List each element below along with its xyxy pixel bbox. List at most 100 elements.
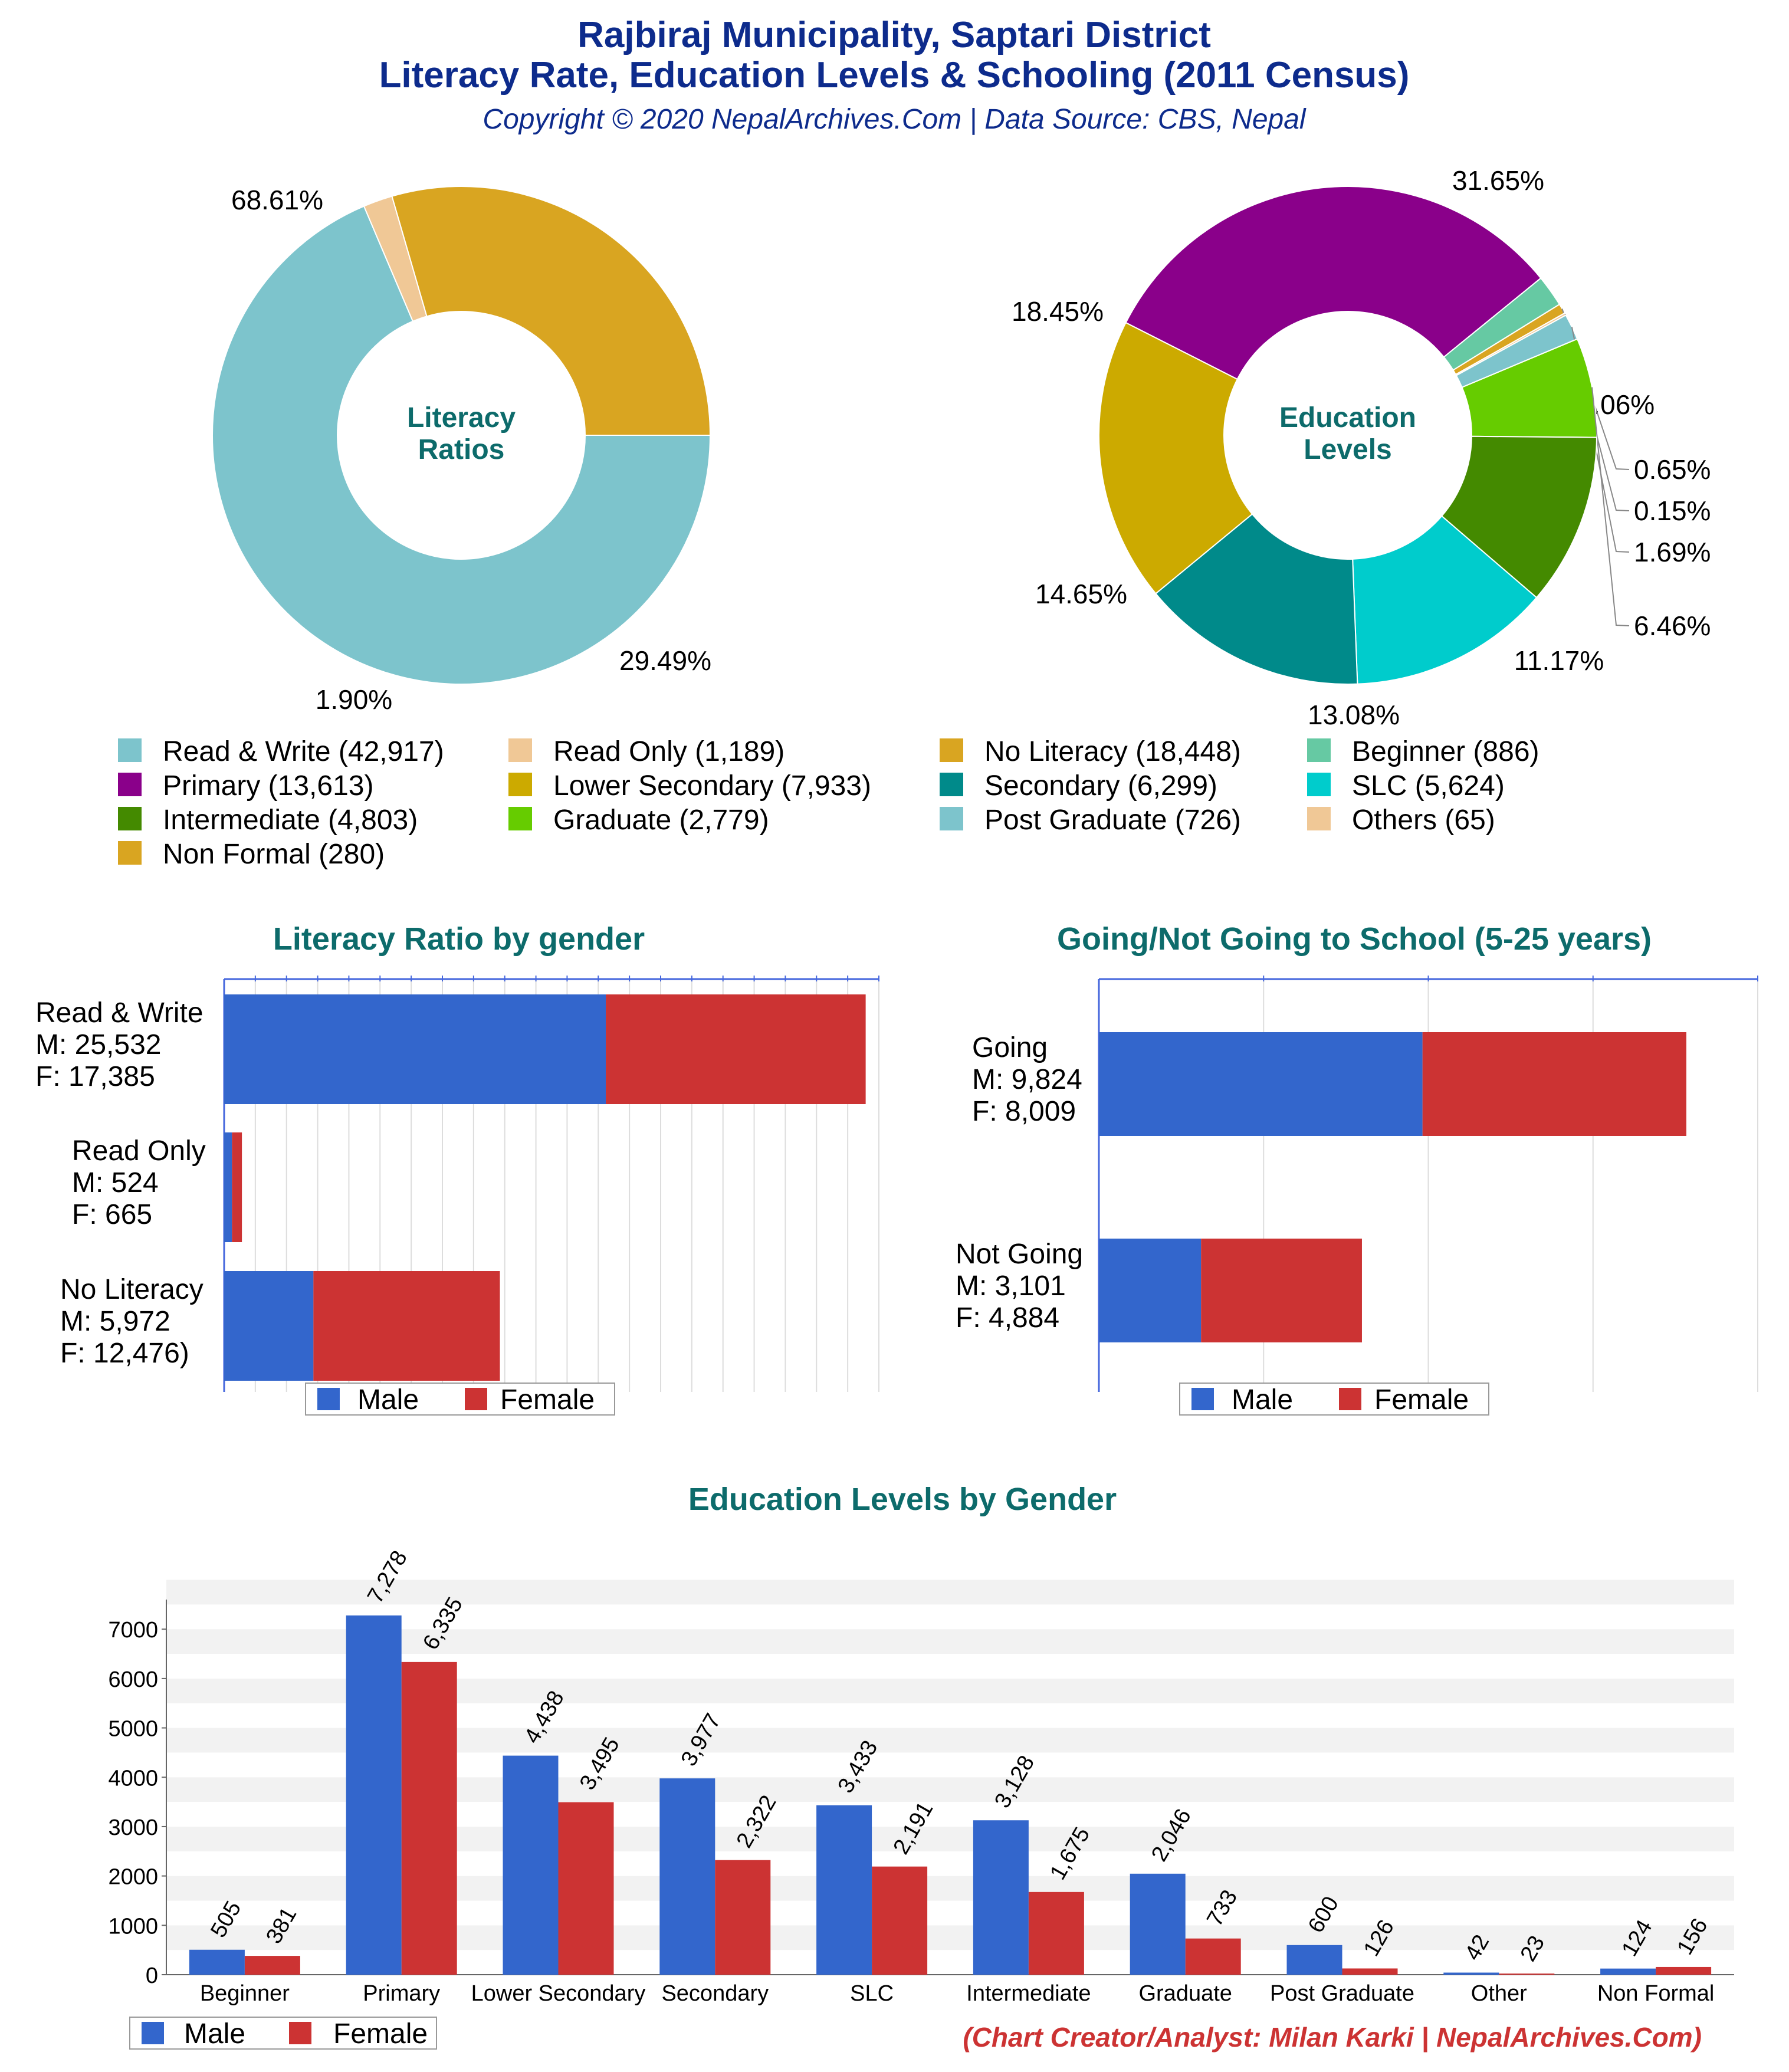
male-bar (1099, 1239, 1202, 1342)
donut-slice (391, 186, 711, 436)
legend-entry: No Literacy (18,448) (984, 736, 1241, 767)
female-bar (558, 1802, 614, 1975)
category-label: F: 12,476) (60, 1338, 189, 1369)
x-tick-label: Graduate (1138, 1981, 1232, 2006)
donut-slice (1352, 515, 1538, 685)
pie-legend: Read & Write (42,917) Read Only (1,189) No… (118, 736, 1539, 870)
y-tick-label: 5000 (108, 1717, 158, 1742)
x-tick-label: Non Formal (1597, 1981, 1715, 2006)
y-tick-label: 7000 (108, 1618, 158, 1643)
plot-band (166, 1629, 1734, 1654)
y-tick-label: 4000 (108, 1766, 158, 1791)
title-line-1: Rajbiraj Municipality, Saptari District (577, 15, 1211, 55)
female-bar (1185, 1938, 1241, 1975)
legend-swatch-female (289, 2022, 311, 2044)
legend-swatch-female (465, 1388, 487, 1410)
legend-entry: SLC (5,624) (1352, 770, 1505, 802)
donut-slice (1440, 435, 1597, 599)
education-levels-donut: 31.65%2.06%0.65%0.15%1.69%6.46%11.17%13.… (1012, 165, 1711, 730)
legend-label-male: Male (357, 1384, 419, 1416)
slice-percent-label: 18.45% (1012, 296, 1104, 327)
slice-percent-label: 1.90% (316, 684, 392, 715)
legend-entry: Graduate (2,779) (553, 804, 769, 836)
female-bar (1499, 1974, 1555, 1975)
x-tick-label: Primary (363, 1981, 440, 2006)
male-bar (659, 1778, 715, 1975)
slice-percent-label: 29.49% (619, 645, 711, 676)
legend-swatch (118, 738, 142, 762)
legend-swatch (508, 773, 532, 796)
y-tick-label: 1000 (108, 1914, 158, 1939)
legend-label-male: Male (184, 2018, 245, 2050)
male-bar (1443, 1972, 1499, 1975)
legend-swatch (118, 773, 142, 796)
category-label: F: 8,009 (972, 1096, 1076, 1127)
legend-entry: Primary (13,613) (163, 770, 373, 802)
donut-center-label: Education (1279, 402, 1416, 434)
slice-percent-label: 31.65% (1452, 165, 1544, 196)
legend-label-male: Male (1232, 1384, 1293, 1416)
donut-slice (1125, 186, 1542, 380)
legend-swatch (508, 807, 532, 830)
category-label: M: 524 (72, 1167, 159, 1198)
x-tick-label: Secondary (661, 1981, 769, 2006)
y-tick-label: 6000 (108, 1667, 158, 1692)
male-bar (503, 1755, 559, 1975)
legend-swatch (940, 773, 963, 796)
subtitle: Copyright © 2020 NepalArchives.Com | Dat… (482, 104, 1306, 135)
legend-entry: Beginner (886) (1352, 736, 1539, 767)
legend-label-female: Female (1374, 1384, 1469, 1416)
category-label: No Literacy (60, 1274, 203, 1305)
category-label: F: 665 (72, 1199, 152, 1230)
female-bar (1201, 1239, 1362, 1342)
male-bar (1286, 1945, 1342, 1975)
legend-swatch (118, 807, 142, 830)
legend-swatch (1307, 807, 1331, 830)
legend-label-female: Female (333, 2018, 428, 2050)
female-bar (401, 1661, 457, 1975)
female-bar (232, 1132, 242, 1242)
slice-percent-label: 0.15% (1634, 495, 1711, 526)
x-tick-label: Other (1471, 1981, 1527, 2006)
title-line-2: Literacy Rate, Education Levels & School… (379, 55, 1410, 96)
plot-band (166, 1580, 1734, 1605)
legend-entry: Secondary (6,299) (984, 770, 1217, 802)
donut-center-label: Ratios (418, 434, 505, 465)
male-bar (224, 994, 606, 1104)
slice-percent-label: 1.69% (1634, 537, 1711, 567)
legend-entry: Others (65) (1352, 804, 1495, 836)
x-tick-label: Post Graduate (1270, 1981, 1414, 2006)
category-label: Read & Write (35, 997, 203, 1029)
female-bar (244, 1956, 300, 1975)
legend-swatch (1307, 773, 1331, 796)
slice-percent-label: 11.17% (1514, 645, 1604, 676)
plot-band (166, 1604, 1734, 1630)
male-bar (1130, 1873, 1186, 1975)
donut-center-label: Literacy (407, 402, 516, 434)
legend-box (1179, 1383, 1489, 1416)
category-label: Not Going (956, 1239, 1083, 1270)
legend-swatch (118, 841, 142, 865)
male-bar (973, 1820, 1029, 1975)
legend-entry: Read & Write (42,917) (163, 736, 444, 767)
slice-percent-label: 14.65% (1035, 579, 1127, 609)
category-label: M: 9,824 (972, 1064, 1082, 1095)
category-label: Going (972, 1032, 1048, 1063)
slice-percent-label: 6.46% (1634, 610, 1711, 641)
legend-swatch (940, 738, 963, 762)
male-bar (1600, 1968, 1656, 1975)
y-tick-label: 0 (146, 1963, 158, 1988)
chart-title: Education Levels by Gender (688, 1482, 1117, 1517)
category-label: Read Only (72, 1135, 206, 1167)
male-bar (816, 1805, 872, 1975)
legend-entry: Lower Secondary (7,933) (553, 770, 871, 802)
legend-swatch-male (317, 1388, 340, 1410)
legend-swatch-female (1339, 1388, 1361, 1410)
y-tick-label: 3000 (108, 1815, 158, 1840)
donut-slice (1154, 513, 1358, 685)
male-bar (346, 1615, 402, 1975)
legend-box (305, 1383, 615, 1416)
